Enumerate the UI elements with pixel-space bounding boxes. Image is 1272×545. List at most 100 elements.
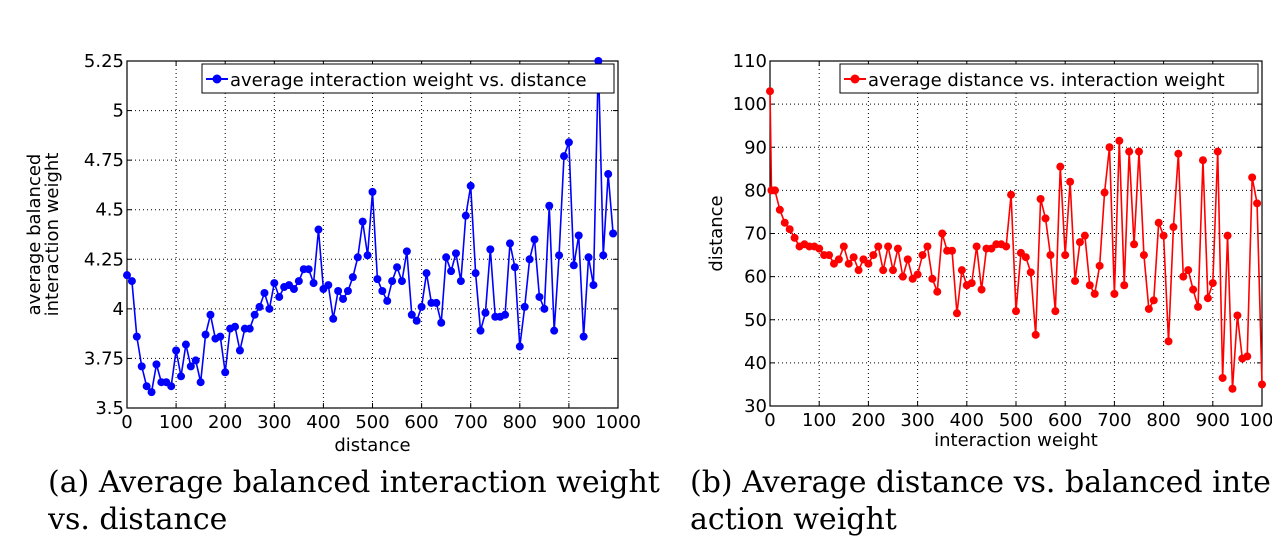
y-tick-label: 110	[733, 51, 767, 72]
data-point	[314, 225, 323, 234]
data-point	[918, 251, 927, 260]
data-point	[775, 205, 784, 214]
data-point	[432, 298, 441, 307]
caption-a: (a) Average balanced interaction weight …	[48, 464, 688, 538]
data-point	[353, 253, 362, 262]
data-point	[530, 235, 539, 244]
series-line	[126, 60, 614, 394]
data-point	[1105, 143, 1114, 152]
data-point	[393, 263, 402, 272]
x-tick-label: 500	[999, 410, 1033, 431]
data-point	[938, 229, 947, 238]
data-point	[1066, 177, 1075, 186]
data-point	[235, 346, 244, 355]
legend: average interaction weight vs. distance	[201, 63, 615, 94]
data-point	[447, 267, 456, 276]
data-point	[172, 346, 181, 355]
data-point	[216, 332, 225, 341]
data-point	[1110, 289, 1119, 298]
data-point	[1139, 251, 1148, 260]
x-axis-label: interaction weight	[934, 430, 1098, 451]
data-point	[147, 388, 156, 397]
y-tick-label: 4.25	[84, 249, 124, 270]
data-point	[137, 362, 146, 371]
data-point	[952, 309, 961, 318]
data-point	[417, 302, 426, 311]
data-point	[363, 251, 372, 260]
data-point	[854, 266, 863, 275]
x-tick-label: 900	[552, 412, 586, 433]
data-point	[589, 281, 598, 290]
y-axis-label: interaction weight	[42, 153, 63, 317]
data-point	[1228, 384, 1237, 393]
caption-b: (b) Average distance vs. balanced inter-…	[690, 464, 1272, 538]
data-point	[785, 225, 794, 234]
data-point	[510, 263, 519, 272]
data-point	[167, 382, 176, 391]
data-point	[579, 332, 588, 341]
data-point	[1248, 173, 1257, 182]
data-point	[599, 251, 608, 260]
data-point	[1253, 199, 1262, 208]
data-point	[515, 342, 524, 351]
data-point	[1154, 218, 1163, 227]
x-tick-label: 300	[257, 412, 291, 433]
data-point	[255, 302, 264, 311]
data-point	[933, 287, 942, 296]
data-point	[442, 253, 451, 262]
data-point	[309, 279, 318, 288]
data-point	[1080, 231, 1089, 240]
data-point	[1056, 162, 1065, 171]
data-point	[1125, 147, 1134, 156]
data-point	[1046, 251, 1055, 260]
data-point	[594, 57, 603, 65]
data-point	[555, 251, 564, 260]
data-point	[481, 308, 490, 317]
data-point	[412, 316, 421, 325]
y-tick-label: 3.75	[84, 348, 124, 369]
series-line	[769, 91, 1263, 389]
legend-label: average distance vs. interaction weight	[868, 70, 1225, 91]
caption-b-line-1: (b) Average distance vs. balanced inter-	[690, 465, 1272, 500]
data-point	[1184, 266, 1193, 275]
data-point	[1198, 156, 1207, 165]
y-tick-label: 4.5	[95, 200, 124, 221]
data-point	[1031, 330, 1040, 339]
data-point	[378, 287, 387, 296]
x-tick-label: 400	[306, 412, 340, 433]
caption-a-line-1: (a) Average balanced interaction weight	[48, 465, 660, 500]
data-point	[1002, 242, 1011, 251]
caption-a-line-2: vs. distance	[48, 502, 228, 537]
data-point	[1159, 231, 1168, 240]
data-point	[451, 249, 460, 258]
data-point	[294, 277, 303, 286]
data-point	[486, 245, 495, 254]
data-point	[388, 277, 397, 286]
legend-marker-icon	[850, 74, 860, 84]
data-point	[334, 287, 343, 296]
y-tick-label: 4.75	[84, 150, 124, 171]
data-point	[461, 211, 470, 220]
data-point	[245, 324, 254, 333]
data-point	[540, 304, 549, 313]
data-point	[1095, 261, 1104, 270]
data-point	[304, 265, 313, 274]
data-point	[1179, 272, 1188, 281]
data-point	[201, 330, 210, 339]
x-tick-label: 800	[503, 412, 537, 433]
data-point	[221, 368, 230, 377]
y-tick-label: 50	[744, 310, 767, 331]
x-tick-label: 300	[900, 410, 934, 431]
data-point	[903, 255, 912, 264]
legend-box	[839, 63, 1259, 94]
data-point	[505, 239, 514, 248]
x-tick-label: 900	[1196, 410, 1230, 431]
data-point	[466, 181, 475, 190]
x-tick-label: 1000	[595, 412, 641, 433]
data-point	[972, 242, 981, 251]
y-tick-label: 5.25	[84, 51, 124, 72]
x-tick-label: 200	[208, 412, 242, 433]
x-tick-label: 600	[1048, 410, 1082, 431]
data-point	[196, 378, 205, 387]
data-point	[839, 242, 848, 251]
